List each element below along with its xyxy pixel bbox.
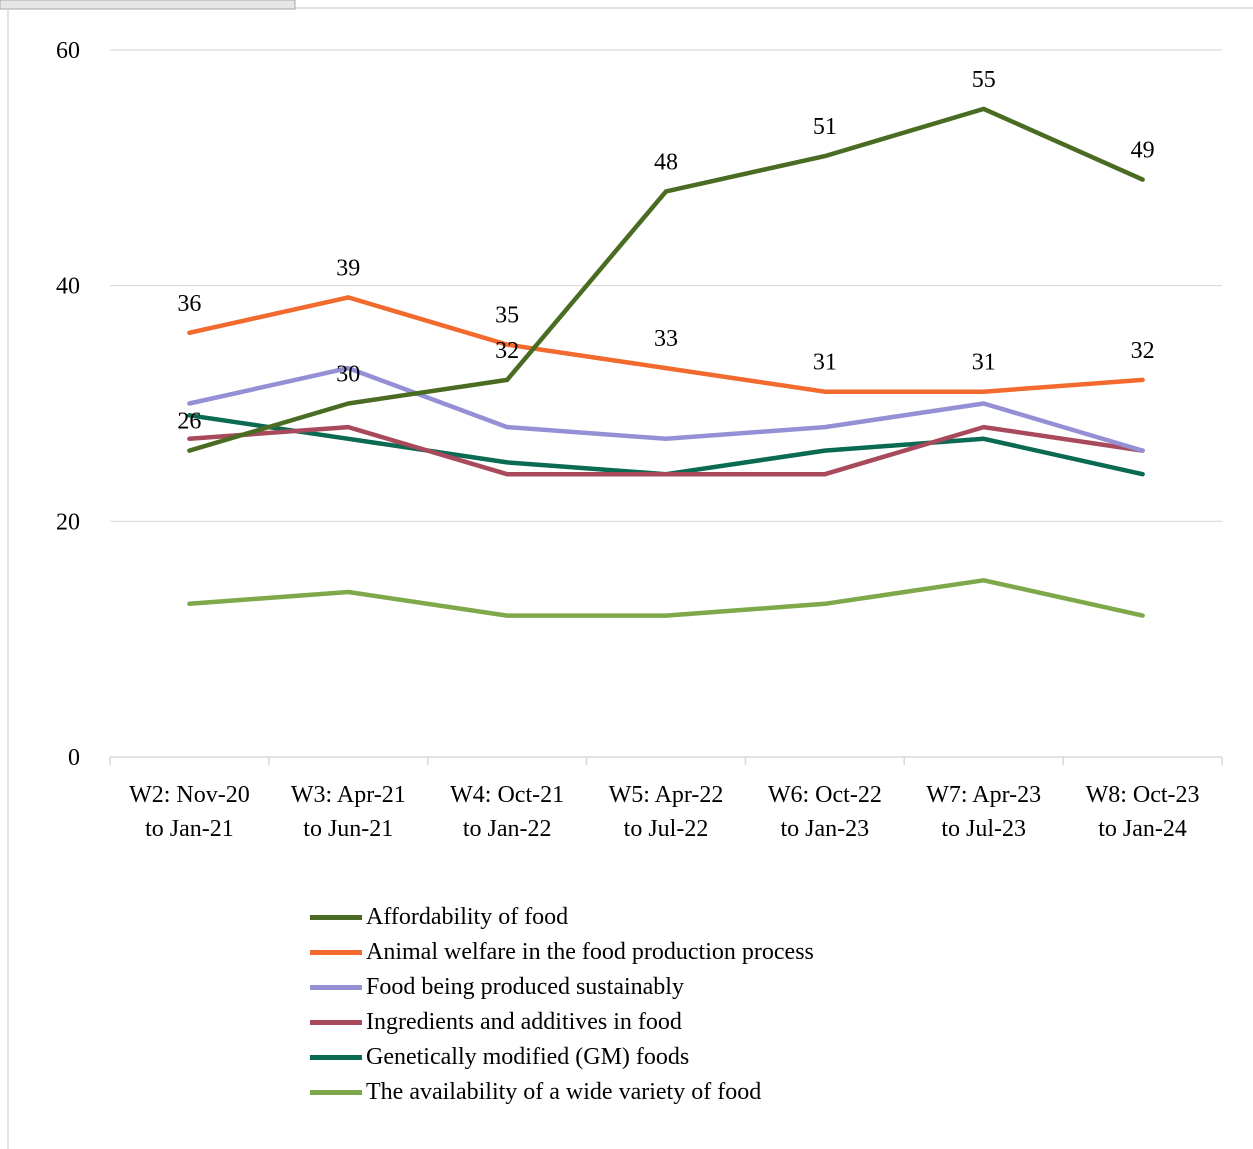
x-tick-label: W7: Apr-23 to Jul-23: [926, 782, 1041, 842]
legend-label: Ingredients and additives in food: [366, 1009, 682, 1035]
chart-legend: Affordability of food Animal welfare in t…: [310, 900, 814, 1110]
data-label: 30: [336, 362, 360, 388]
frame-tab: [0, 0, 296, 10]
legend-item: Food being produced sustainably: [310, 970, 814, 1005]
legend-swatch: [310, 1090, 362, 1095]
x-tick-label: W3: Apr-21 to Jun-21: [291, 782, 406, 842]
data-label: 31: [972, 350, 996, 376]
legend-item: Genetically modified (GM) foods: [310, 1040, 814, 1075]
series-line-3: [187, 424, 1145, 477]
legend-label: Animal welfare in the food production pr…: [366, 939, 814, 965]
series-line-5: [187, 578, 1145, 618]
data-label: 39: [336, 255, 360, 281]
y-tick-label: 20: [56, 509, 80, 535]
legend-item: Ingredients and additives in food: [310, 1005, 814, 1040]
legend-label: Food being produced sustainably: [366, 974, 684, 1000]
data-label: 49: [1131, 138, 1155, 164]
x-tick-label: W2: Nov-20 to Jan-21: [129, 782, 250, 842]
x-tick-label: W8: Oct-23 to Jan-24: [1086, 782, 1200, 842]
data-label: 48: [654, 149, 678, 175]
y-tick-label: 40: [56, 274, 80, 300]
series-line-1: [187, 295, 1145, 394]
legend-item: Animal welfare in the food production pr…: [310, 935, 814, 970]
legend-label: Genetically modified (GM) foods: [366, 1044, 690, 1070]
data-label: 32: [495, 338, 519, 364]
data-label: 36: [177, 291, 201, 317]
data-label: 32: [1131, 338, 1155, 364]
legend-swatch: [310, 985, 362, 990]
legend-label: The availability of a wide variety of fo…: [366, 1079, 762, 1105]
series-line-2: [187, 365, 1145, 453]
x-tick-label: W6: Oct-22 to Jan-23: [768, 782, 882, 842]
legend-swatch: [310, 1020, 362, 1025]
data-label: 55: [972, 67, 996, 93]
data-label: 35: [495, 303, 519, 329]
legend-swatch: [310, 1055, 362, 1060]
y-tick-label: 0: [68, 745, 80, 771]
data-label: 26: [177, 409, 201, 435]
series-line-4: [187, 413, 1145, 477]
legend-item: The availability of a wide variety of fo…: [310, 1075, 814, 1110]
x-tick-label: W5: Apr-22 to Jul-22: [609, 782, 724, 842]
series-line-0: [187, 106, 1145, 453]
legend-swatch: [310, 950, 362, 955]
legend-swatch: [310, 915, 362, 920]
y-tick-label: 60: [56, 38, 80, 64]
data-label: 31: [813, 350, 837, 376]
data-label: 51: [813, 114, 837, 140]
legend-item: Affordability of food: [310, 900, 814, 935]
x-tick-label: W4: Oct-21 to Jan-22: [450, 782, 564, 842]
legend-label: Affordability of food: [366, 904, 569, 930]
data-label: 33: [654, 326, 678, 352]
